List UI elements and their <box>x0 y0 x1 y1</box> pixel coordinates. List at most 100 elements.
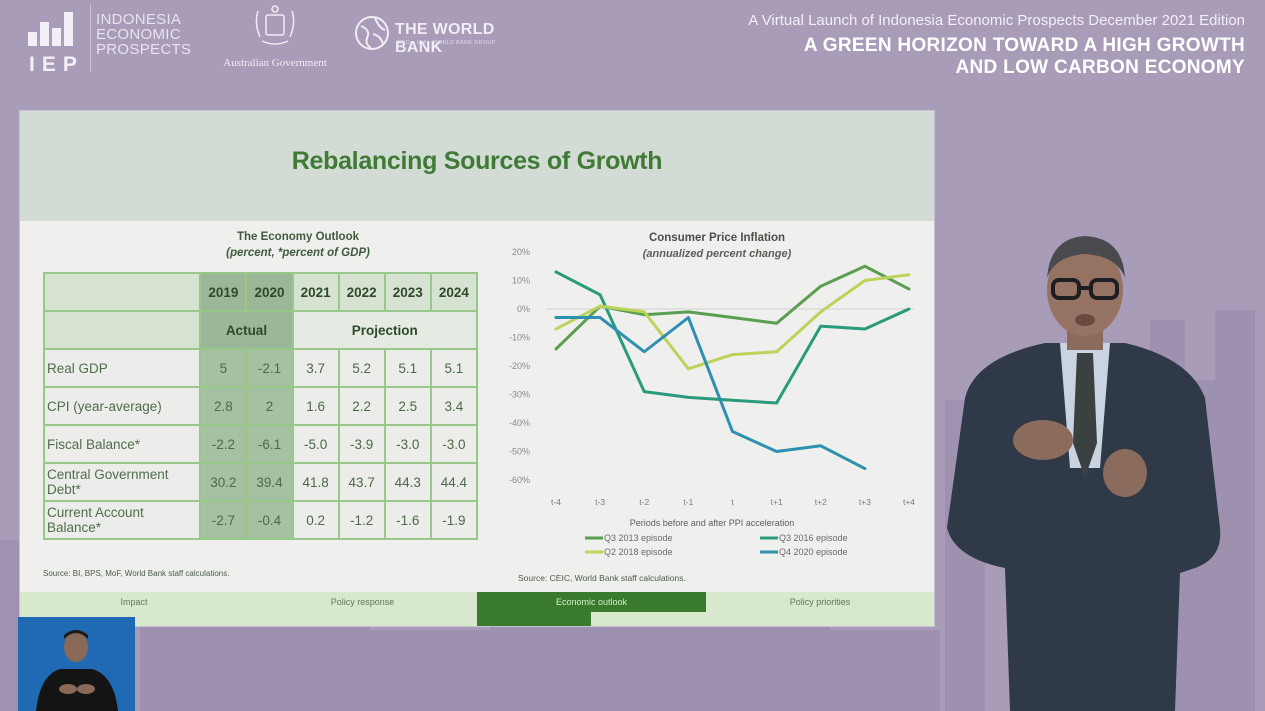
table-cell: 2.8 <box>199 386 248 426</box>
event-title: A GREEN HORIZON TOWARD A HIGH GROWTH AND… <box>803 35 1245 78</box>
x-tick-label: t-4 <box>551 497 561 507</box>
chart-source-note: Source: CEIC, World Bank staff calculati… <box>518 573 686 583</box>
y-tick-label: 0% <box>517 304 530 314</box>
table-cell: 5.1 <box>429 348 479 388</box>
table-cell: 5 <box>199 348 248 388</box>
row-label: Fiscal Balance* <box>42 424 202 464</box>
nav-item-policy-response[interactable]: Policy response <box>330 597 395 607</box>
table-cell: -3.9 <box>337 424 386 464</box>
australian-government-logo: Australian Government <box>212 3 338 71</box>
economy-outlook-table: 2019 2020 2021 2022 2023 2024 Actual Pro… <box>42 272 479 540</box>
table-header-row: 2019 2020 2021 2022 2023 2024 <box>42 272 479 312</box>
year-header: 2019 <box>199 272 248 312</box>
table-group-row: Actual Projection <box>42 310 479 350</box>
table-cell: 5.1 <box>383 348 432 388</box>
row-label: Current Account Balance* <box>42 500 202 540</box>
table-cell: 5.2 <box>337 348 386 388</box>
y-tick-label: -40% <box>509 418 530 428</box>
table-cell: 43.7 <box>337 462 386 502</box>
legend-label: Q3 2016 episode <box>779 533 848 543</box>
cpi-line-chart: Consumer Price Inflation (annualized per… <box>509 232 915 557</box>
globe-icon <box>355 16 389 50</box>
y-tick-label: -50% <box>509 447 530 457</box>
series-line-q4-2020-episode <box>554 316 867 471</box>
nav-item-policy-priorities[interactable]: Policy priorities <box>789 597 851 607</box>
table-row: CPI (year-average) 2.8 2 1.6 2.2 2.5 3.4 <box>42 386 479 426</box>
table-cell: -1.9 <box>429 500 479 540</box>
legend-label: Q4 2020 episode <box>779 547 848 557</box>
year-header: 2021 <box>291 272 340 312</box>
table-corner-cell <box>42 272 202 312</box>
table-cell: 3.7 <box>291 348 340 388</box>
x-axis-label: Periods before and after PPI acceleratio… <box>630 518 795 528</box>
nav-item-impact[interactable]: Impact <box>120 597 148 607</box>
table-row: Real GDP 5 -2.1 3.7 5.2 5.1 5.1 <box>42 348 479 388</box>
table-cell: 44.4 <box>429 462 479 502</box>
chart-subtitle: (annualized percent change) <box>643 248 792 260</box>
row-label: CPI (year-average) <box>42 386 202 426</box>
row-label: Central Government Debt* <box>42 462 202 502</box>
table-cell: 2.5 <box>383 386 432 426</box>
year-header: 2020 <box>245 272 294 312</box>
year-header: 2024 <box>429 272 479 312</box>
sign-language-interpreter-video <box>18 617 135 711</box>
series-line-q2-2018-episode <box>554 273 911 371</box>
actual-group-header: Actual <box>199 310 294 350</box>
x-tick-label: t-2 <box>639 497 649 507</box>
table-cell: -3.0 <box>429 424 479 464</box>
group-corner-cell <box>42 310 202 350</box>
table-cell: 39.4 <box>245 462 294 502</box>
table-cell: 30.2 <box>199 462 248 502</box>
table-cell: 2.2 <box>337 386 386 426</box>
y-tick-label: -30% <box>509 390 530 400</box>
nav-item-economic-outlook[interactable]: Economic outlook <box>477 592 706 612</box>
table-cell: -0.4 <box>245 500 294 540</box>
table-cell: -2.2 <box>199 424 248 464</box>
x-tick-label: t+2 <box>815 497 827 507</box>
legend-label: Q3 2013 episode <box>604 533 673 543</box>
chart-title: Consumer Price Inflation <box>649 232 785 244</box>
x-tick-label: t+4 <box>903 497 915 507</box>
coat-of-arms-icon <box>255 5 295 45</box>
event-subtitle: A Virtual Launch of Indonesia Economic P… <box>748 12 1245 29</box>
year-header: 2023 <box>383 272 432 312</box>
y-tick-label: -60% <box>509 475 530 485</box>
x-tick-label: t <box>731 497 734 507</box>
interpreter-figure <box>36 630 118 711</box>
y-tick-label: 20% <box>512 247 530 257</box>
slide-section-nav: Impact Policy response Economic outlook … <box>20 592 934 626</box>
world-bank-text: THE WORLD BANK <box>395 21 495 56</box>
x-tick-label: t-3 <box>595 497 605 507</box>
iep-logo-name: INDONESIA ECONOMIC PROSPECTS <box>96 11 192 58</box>
table-cell: 2 <box>245 386 294 426</box>
table-row: Central Government Debt* 30.2 39.4 41.8 … <box>42 462 479 502</box>
presentation-slide: Rebalancing Sources of Growth The Econom… <box>20 111 934 626</box>
table-cell: -1.2 <box>337 500 386 540</box>
y-tick-label: -10% <box>509 333 530 343</box>
table-cell: -2.1 <box>245 348 294 388</box>
table-cell: 41.8 <box>291 462 340 502</box>
iep-logo: IEP <box>28 6 88 76</box>
year-header: 2022 <box>337 272 386 312</box>
nav-active-indicator <box>477 612 591 626</box>
table-cell: -5.0 <box>291 424 340 464</box>
world-bank-logo: THE WORLD BANK IBRD · IDA · WORLD BANK G… <box>353 14 543 56</box>
row-label: Real GDP <box>42 348 202 388</box>
x-tick-label: t+1 <box>771 497 783 507</box>
slide-header <box>20 111 934 221</box>
iep-logo-mark: IEP <box>29 53 84 76</box>
table-source-note: Source: BI, BPS, MoF, World Bank staff c… <box>43 569 230 578</box>
bar-chart-icon <box>28 6 78 46</box>
table-title: The Economy Outlook (percent, *percent o… <box>226 231 370 259</box>
y-tick-label: -20% <box>509 361 530 371</box>
table-cell: -2.7 <box>199 500 248 540</box>
presenter-video <box>947 236 1221 711</box>
table-cell: 3.4 <box>429 386 479 426</box>
x-tick-label: t-1 <box>683 497 693 507</box>
logo-divider <box>90 4 91 72</box>
table-cell: -1.6 <box>383 500 432 540</box>
world-bank-subtext: IBRD · IDA · WORLD BANK GROUP <box>396 40 496 46</box>
australian-government-text: Australian Government <box>223 57 327 69</box>
series-line-q3-2016-episode <box>554 270 911 405</box>
table-cell: -3.0 <box>383 424 432 464</box>
